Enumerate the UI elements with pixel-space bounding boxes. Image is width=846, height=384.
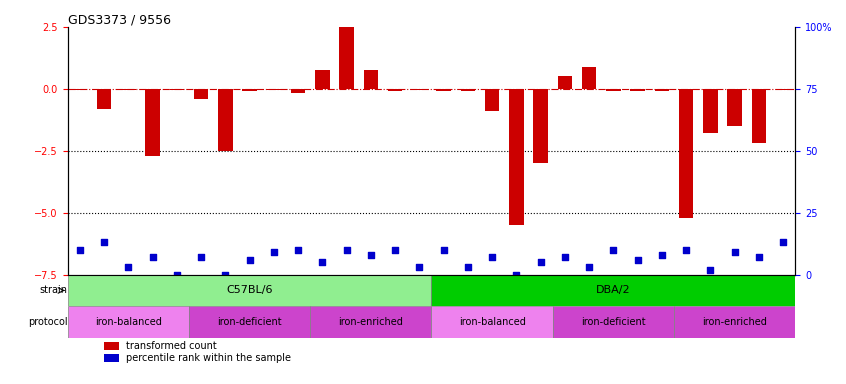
Text: percentile rank within the sample: percentile rank within the sample bbox=[126, 353, 291, 363]
Text: C57BL/6: C57BL/6 bbox=[227, 285, 272, 295]
Point bbox=[777, 239, 790, 245]
Text: iron-enriched: iron-enriched bbox=[702, 317, 767, 327]
Bar bbox=[266, 89, 281, 90]
Point bbox=[413, 264, 426, 270]
Text: protocol: protocol bbox=[28, 317, 68, 327]
Point bbox=[364, 252, 377, 258]
Text: iron-deficient: iron-deficient bbox=[217, 317, 282, 327]
Point bbox=[461, 264, 475, 270]
Bar bbox=[485, 89, 499, 111]
Point bbox=[607, 247, 620, 253]
Point bbox=[679, 247, 693, 253]
Bar bbox=[387, 89, 403, 91]
Bar bbox=[339, 27, 354, 89]
Bar bbox=[121, 89, 135, 90]
Text: DBA/2: DBA/2 bbox=[596, 285, 630, 295]
Point bbox=[73, 247, 86, 253]
Bar bbox=[169, 89, 184, 90]
Bar bbox=[437, 89, 451, 91]
Point bbox=[558, 254, 572, 260]
Point bbox=[437, 247, 450, 253]
FancyBboxPatch shape bbox=[552, 306, 674, 338]
Point bbox=[704, 266, 717, 273]
Point bbox=[122, 264, 135, 270]
Point bbox=[655, 252, 668, 258]
Text: transformed count: transformed count bbox=[126, 341, 217, 351]
Point bbox=[195, 254, 208, 260]
Point bbox=[316, 259, 329, 265]
Text: strain: strain bbox=[40, 285, 68, 295]
Bar bbox=[194, 89, 208, 99]
Bar bbox=[315, 70, 330, 89]
Point bbox=[509, 271, 523, 278]
Point bbox=[146, 254, 159, 260]
Bar bbox=[606, 89, 621, 91]
Bar bbox=[73, 89, 87, 90]
Point bbox=[728, 249, 741, 255]
Bar bbox=[104, 354, 118, 362]
FancyBboxPatch shape bbox=[431, 275, 795, 306]
Bar bbox=[630, 89, 645, 91]
Bar bbox=[412, 89, 426, 90]
Point bbox=[170, 271, 184, 278]
Point bbox=[752, 254, 766, 260]
Point bbox=[97, 239, 111, 245]
Bar bbox=[104, 342, 118, 350]
Bar bbox=[291, 89, 305, 93]
Bar bbox=[242, 89, 257, 91]
Point bbox=[340, 247, 354, 253]
FancyBboxPatch shape bbox=[674, 306, 795, 338]
Point bbox=[534, 259, 547, 265]
Bar bbox=[218, 89, 233, 151]
Text: iron-deficient: iron-deficient bbox=[581, 317, 645, 327]
Bar bbox=[509, 89, 524, 225]
FancyBboxPatch shape bbox=[189, 306, 310, 338]
Point bbox=[582, 264, 596, 270]
Bar bbox=[776, 89, 790, 90]
Point bbox=[291, 247, 305, 253]
Bar bbox=[146, 89, 160, 156]
Bar bbox=[460, 89, 475, 91]
Bar bbox=[96, 89, 112, 109]
Text: iron-balanced: iron-balanced bbox=[459, 317, 525, 327]
FancyBboxPatch shape bbox=[68, 306, 189, 338]
Bar bbox=[751, 89, 766, 143]
FancyBboxPatch shape bbox=[310, 306, 431, 338]
Point bbox=[631, 257, 645, 263]
FancyBboxPatch shape bbox=[68, 275, 431, 306]
Bar bbox=[703, 89, 717, 133]
Bar bbox=[533, 89, 548, 163]
Bar bbox=[655, 89, 669, 91]
Point bbox=[243, 257, 256, 263]
Bar bbox=[364, 70, 378, 89]
Point bbox=[486, 254, 499, 260]
Text: iron-balanced: iron-balanced bbox=[95, 317, 162, 327]
Bar bbox=[728, 89, 742, 126]
Point bbox=[267, 249, 281, 255]
Point bbox=[388, 247, 402, 253]
Point bbox=[218, 271, 232, 278]
Bar bbox=[558, 76, 572, 89]
Bar bbox=[582, 66, 596, 89]
Text: iron-enriched: iron-enriched bbox=[338, 317, 404, 327]
Text: GDS3373 / 9556: GDS3373 / 9556 bbox=[68, 14, 171, 27]
Bar bbox=[678, 89, 694, 218]
FancyBboxPatch shape bbox=[431, 306, 552, 338]
